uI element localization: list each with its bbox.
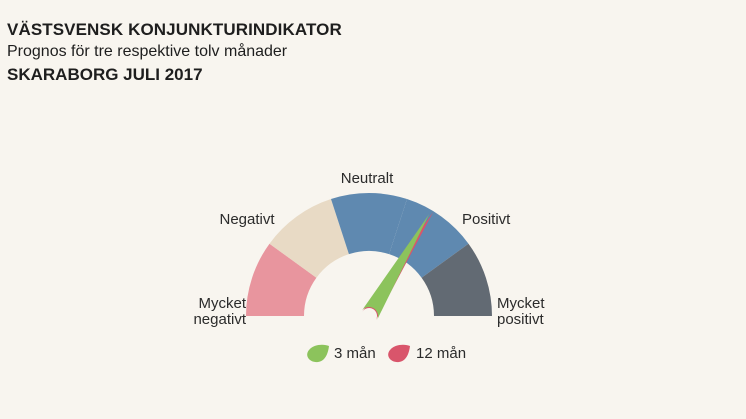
gauge-segment: [269, 199, 349, 278]
legend-label: 12 mån: [416, 345, 466, 362]
gauge-segment: [246, 243, 317, 316]
gauge-segment: [389, 199, 469, 278]
chart-subtitle: Prognos för tre respektive tolv månader: [7, 43, 288, 60]
gauge-category-label: Mycket positivt: [497, 295, 545, 328]
gauge-category-label: Neutralt: [341, 170, 394, 187]
legend-label: 3 mån: [334, 345, 376, 362]
legend-swatch-icon: [307, 344, 329, 363]
chart-title: VÄSTSVENSK KONJUNKTURINDIKATOR: [7, 20, 342, 39]
legend-swatch-icon: [388, 344, 410, 363]
gauge-category-label: Negativt: [219, 211, 275, 228]
chart-region-date: SKARABORG JULI 2017: [7, 65, 203, 84]
gauge-category-label: Mycket negativt: [193, 295, 246, 328]
gauge-category-label: Positivt: [462, 211, 511, 228]
gauge-segment: [421, 243, 492, 316]
gauge-segment: [330, 193, 408, 255]
gauge-needle: [361, 214, 430, 321]
